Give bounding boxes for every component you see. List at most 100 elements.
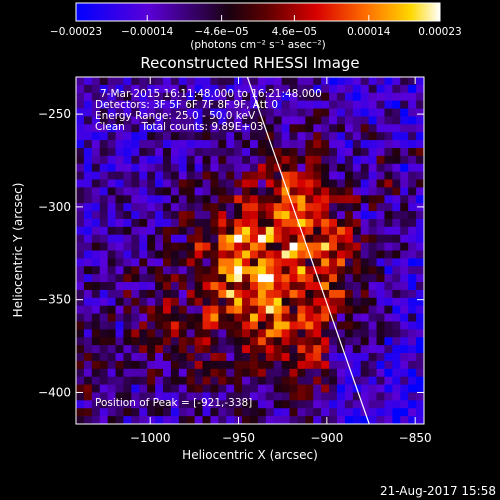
- heatmap-cell: [107, 376, 116, 385]
- heatmap-cell: [352, 400, 362, 409]
- heatmap-cell: [226, 100, 235, 109]
- heatmap-cell: [368, 274, 377, 283]
- heatmap-cell: [131, 242, 140, 251]
- heatmap-cell: [352, 218, 362, 228]
- heatmap-cell: [344, 147, 354, 157]
- heatmap-cell: [107, 140, 116, 149]
- heatmap-cell: [337, 345, 346, 354]
- heatmap-cell: [250, 329, 259, 338]
- heatmap-cell: [384, 337, 393, 346]
- heatmap-cell: [170, 321, 180, 330]
- heatmap-cell: [91, 77, 101, 86]
- heatmap-cell: [202, 140, 211, 149]
- heatmap-cell: [257, 368, 267, 378]
- heatmap-cell: [131, 313, 140, 322]
- heatmap-cell: [344, 163, 354, 173]
- heatmap-cell: [186, 108, 196, 117]
- heatmap-cell: [226, 124, 235, 133]
- heatmap-cell: [91, 250, 101, 259]
- heatmap-cell: [376, 305, 385, 314]
- heatmap-cell: [218, 258, 227, 267]
- heatmap-cell: [250, 179, 259, 188]
- heatmap-cell: [257, 416, 267, 424]
- heatmap-cell: [400, 124, 409, 133]
- heatmap-cell: [123, 376, 132, 385]
- colorbar-tick-label: 0.00014: [347, 26, 391, 38]
- heatmap-cell: [273, 203, 283, 212]
- heatmap-cell: [99, 218, 109, 228]
- heatmap-cell: [226, 392, 235, 401]
- heatmap-cell: [178, 187, 188, 196]
- heatmap-cell: [384, 218, 393, 228]
- heatmap-cell: [337, 408, 346, 417]
- heatmap-cell: [337, 282, 346, 291]
- heatmap-cell: [178, 195, 188, 204]
- heatmap-cell: [344, 250, 354, 259]
- heatmap-cell: [76, 408, 85, 417]
- heatmap-cell: [400, 171, 409, 180]
- heatmap-cell: [337, 195, 346, 204]
- heatmap-cell: [329, 179, 338, 188]
- heatmap-cell: [289, 179, 298, 188]
- heatmap-cell: [178, 179, 188, 188]
- heatmap-cell: [115, 155, 124, 165]
- heatmap-cell: [218, 400, 227, 409]
- heatmap-cell: [123, 132, 132, 141]
- heatmap-cell: [337, 92, 346, 102]
- heatmap-cell: [376, 84, 385, 94]
- heatmap-cell: [115, 116, 124, 125]
- heatmap-cell: [408, 211, 417, 220]
- heatmap-cell: [400, 376, 409, 385]
- heatmap-cell: [218, 353, 227, 362]
- heatmap-cell: [250, 171, 259, 180]
- heatmap-cell: [91, 218, 101, 228]
- heatmap-cell: [321, 100, 330, 109]
- heatmap-cell: [155, 416, 164, 424]
- heatmap-cell: [360, 329, 370, 338]
- heatmap-cell: [115, 84, 124, 94]
- heatmap-cell: [242, 368, 251, 378]
- heatmap-cell: [234, 218, 243, 228]
- heatmap-cell: [178, 250, 188, 259]
- heatmap-cell: [178, 368, 188, 378]
- heatmap-cell: [131, 187, 140, 196]
- heatmap-cell: [392, 313, 401, 322]
- heatmap-cell: [265, 368, 275, 378]
- heatmap-cell: [115, 179, 124, 188]
- heatmap-cell: [170, 116, 180, 125]
- heatmap-cell: [305, 187, 314, 196]
- heatmap-cell: [131, 384, 140, 393]
- heatmap-cell: [210, 282, 219, 291]
- heatmap-cell: [226, 274, 235, 283]
- heatmap-cell: [384, 258, 393, 267]
- heatmap-cell: [281, 266, 290, 275]
- heatmap-cell: [99, 147, 109, 157]
- heatmap-cell: [91, 289, 101, 299]
- heatmap-cell: [242, 250, 251, 259]
- heatmap-cell: [194, 360, 203, 370]
- heatmap-cell: [368, 100, 377, 109]
- heatmap-cell: [400, 416, 409, 424]
- heatmap-cell: [305, 313, 314, 322]
- heatmap-cell: [368, 203, 377, 212]
- heatmap-cell: [313, 250, 322, 259]
- heatmap-cell: [155, 203, 164, 212]
- heatmap-cell: [202, 226, 211, 236]
- heatmap-cell: [329, 345, 338, 354]
- heatmap-cell: [321, 218, 330, 228]
- heatmap-cell: [242, 353, 251, 362]
- heatmap-cell: [368, 218, 377, 228]
- heatmap-cell: [170, 416, 180, 424]
- heatmap-cell: [163, 100, 172, 109]
- heatmap-cell: [265, 195, 275, 204]
- heatmap-cell: [384, 211, 393, 220]
- colorbar-tick-label: −0.00014: [121, 26, 174, 38]
- heatmap-cell: [250, 147, 259, 157]
- heatmap-cell: [305, 392, 314, 401]
- heatmap-cell: [337, 376, 346, 385]
- heatmap-cell: [392, 297, 401, 307]
- heatmap-cell: [337, 218, 346, 228]
- colorbar-units: (photons cm⁻² s⁻¹ asec⁻²): [190, 39, 325, 51]
- heatmap-cell: [147, 297, 156, 307]
- heatmap-cell: [273, 250, 283, 259]
